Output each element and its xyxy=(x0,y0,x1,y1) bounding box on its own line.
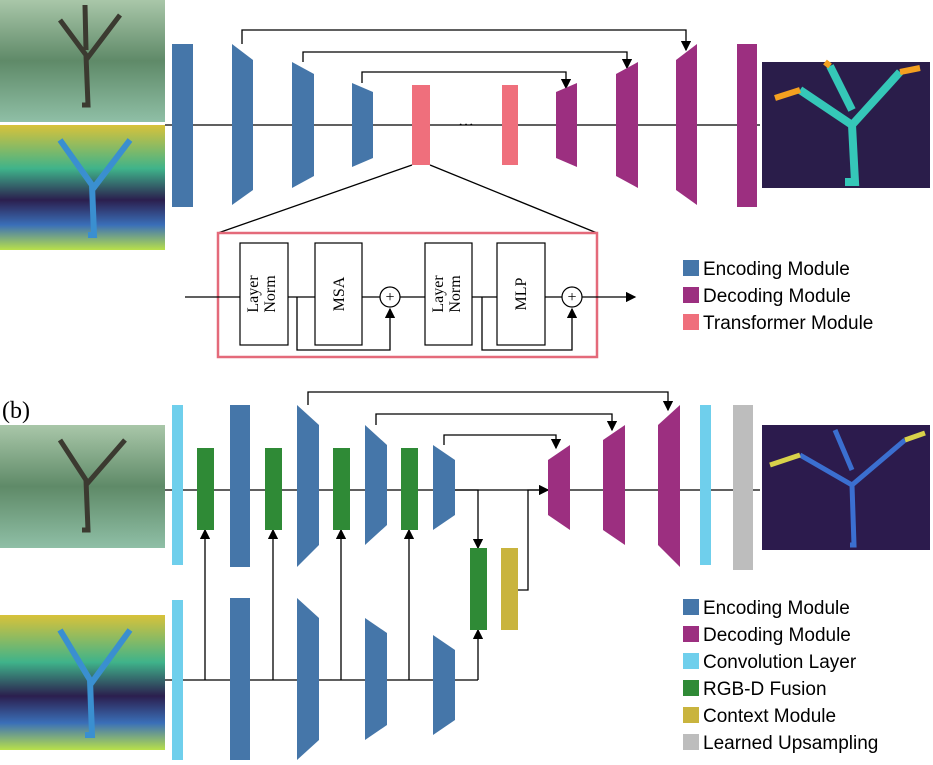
panel-label: (b) xyxy=(2,398,30,424)
legend: Encoding Module Decoding Module Transforme… xyxy=(683,259,873,334)
panel-a: (a) ··· Layer Norm MSA + Layer Norm MLP … xyxy=(0,0,930,359)
layer-norm-block xyxy=(239,242,289,346)
add-symbol: + xyxy=(385,289,394,306)
encoder xyxy=(292,62,314,188)
add xyxy=(561,286,583,308)
conv-layer xyxy=(172,405,183,565)
tree xyxy=(769,430,926,468)
legend-label: Decoding Module xyxy=(703,286,851,307)
legend-label: Transformer Module xyxy=(703,313,873,334)
encoder xyxy=(172,44,193,207)
block-label: Norm xyxy=(447,275,464,313)
skip xyxy=(307,391,674,412)
depth-image xyxy=(0,615,165,750)
rgb-image xyxy=(0,0,165,122)
encoder xyxy=(297,405,319,567)
legend-swatch xyxy=(683,653,699,669)
residual xyxy=(481,297,578,351)
legend-label: Context Module xyxy=(703,706,836,727)
conv-layer xyxy=(172,600,183,760)
encoder xyxy=(352,83,373,167)
fusion xyxy=(333,448,350,530)
legend-swatch xyxy=(683,599,699,615)
transformer xyxy=(502,85,518,165)
decoder xyxy=(548,445,570,530)
legend-label: Encoding Module xyxy=(703,598,850,619)
decoder xyxy=(616,62,638,188)
block-label: MSA xyxy=(331,276,348,311)
legend-swatch xyxy=(683,287,699,303)
block-label: MLP xyxy=(513,277,530,310)
encoder xyxy=(365,618,387,740)
encoder xyxy=(230,405,250,567)
residual xyxy=(296,297,396,351)
legend-label: Decoding Module xyxy=(703,625,851,646)
decoder xyxy=(603,425,625,545)
tree xyxy=(797,64,903,186)
legend-swatch xyxy=(683,260,699,276)
block-label: Layer xyxy=(245,275,262,313)
flow xyxy=(518,484,550,591)
legend-label: Encoding Module xyxy=(703,259,850,280)
decoder xyxy=(658,405,680,567)
skip xyxy=(361,71,572,90)
legend-swatch xyxy=(683,680,699,696)
encoder xyxy=(297,598,319,760)
legend-swatch xyxy=(683,734,699,750)
decoder xyxy=(737,44,757,207)
encoder xyxy=(232,44,253,205)
encoder xyxy=(433,635,455,735)
decoder xyxy=(676,44,697,205)
context-module xyxy=(501,548,518,630)
tree xyxy=(57,628,133,738)
tree xyxy=(57,4,122,108)
legend-label: Learned Upsampling xyxy=(703,733,878,754)
fusion xyxy=(197,448,214,530)
ellipsis: ··· xyxy=(458,117,474,134)
tree xyxy=(774,59,921,101)
add-symbol: + xyxy=(567,289,576,306)
fusion xyxy=(265,448,282,530)
legend-swatch xyxy=(683,314,699,330)
zoom-line xyxy=(429,164,598,234)
legend: Encoding Module Decoding Module Convolutio… xyxy=(683,598,878,754)
fusion xyxy=(470,548,487,630)
layer-norm-block xyxy=(424,242,473,346)
legend-label: RGB-D Fusion xyxy=(703,679,827,700)
legend-swatch xyxy=(683,707,699,723)
encoder xyxy=(230,598,250,760)
tree xyxy=(57,438,127,533)
skip xyxy=(375,413,618,432)
decoder xyxy=(556,83,577,167)
mlp-block xyxy=(496,242,546,346)
add xyxy=(379,286,401,308)
conv-layer xyxy=(700,405,711,565)
msa-block xyxy=(314,242,363,346)
fusion xyxy=(401,448,418,530)
skip xyxy=(241,29,692,52)
panel-b: (b) Encoding Module Decoding Module Convol… xyxy=(0,391,930,760)
encoder xyxy=(433,445,455,530)
legend-label: Convolution Layer xyxy=(703,652,857,673)
skip xyxy=(302,51,633,70)
encoder xyxy=(365,425,387,545)
skip xyxy=(443,434,562,450)
depth-image xyxy=(0,125,165,250)
output-image xyxy=(762,425,930,550)
tree xyxy=(57,138,133,238)
upsampling xyxy=(733,405,753,570)
legend-swatch xyxy=(683,626,699,642)
flow xyxy=(455,489,484,550)
tree xyxy=(798,429,907,548)
block-label: Norm xyxy=(262,275,279,313)
zoom-line xyxy=(217,164,413,234)
block-label: Layer xyxy=(430,275,447,313)
transformer xyxy=(412,85,430,165)
